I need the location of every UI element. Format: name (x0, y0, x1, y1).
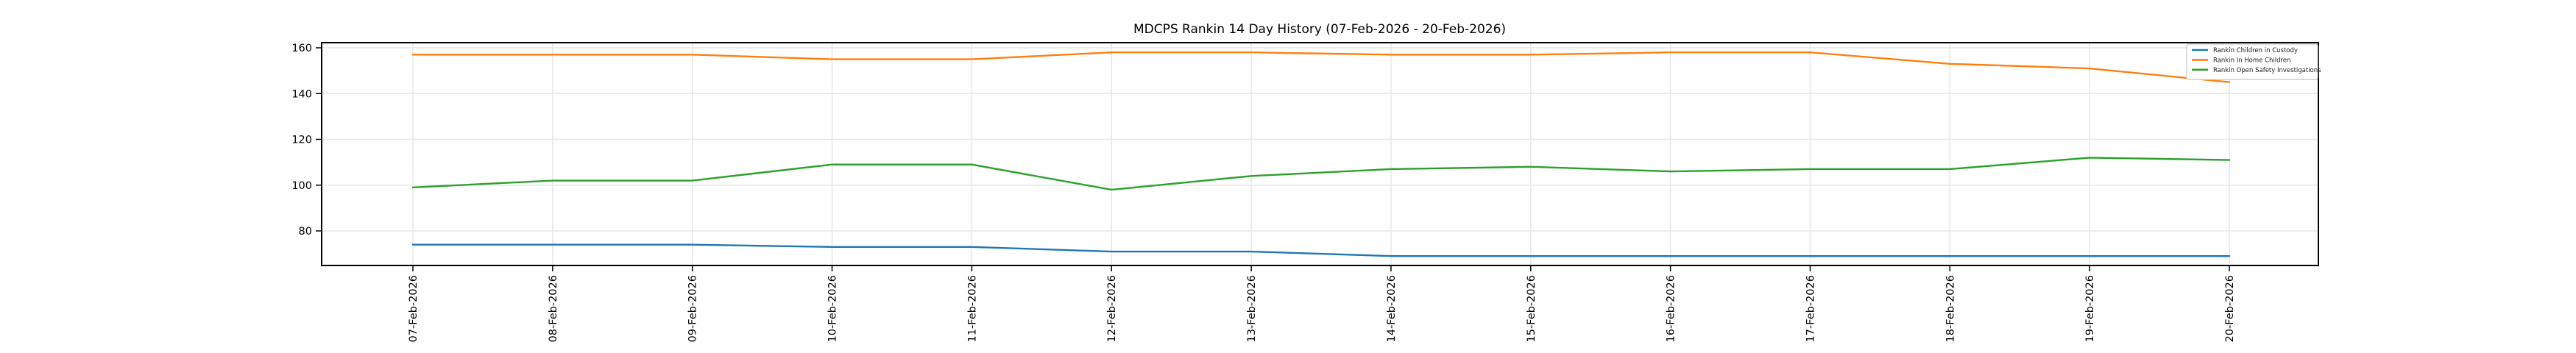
x-tick-label: 09-Feb-2026 (687, 275, 699, 343)
legend-label-0: Rankin Children in Custody (2213, 47, 2298, 54)
x-tick-label: 18-Feb-2026 (1945, 275, 1956, 343)
x-tick-label: 07-Feb-2026 (408, 275, 420, 343)
y-tick-label: 100 (291, 180, 312, 192)
tick-layer: 80 100 120 140 160 07-Feb-2026 08-Feb-2026 09-F… (291, 43, 2236, 343)
legend-label-1: Rankin In Home Children (2213, 57, 2290, 64)
x-tick-label: 08-Feb-2026 (548, 275, 559, 343)
series-line-0 (411, 243, 2231, 257)
chart-title: MDCPS Rankin 14 Day History (07-Feb-2026… (1133, 22, 1506, 37)
x-tick-label: 14-Feb-2026 (1386, 275, 1398, 343)
legend-box (2186, 43, 2318, 80)
x-tick-label: 16-Feb-2026 (1666, 275, 1677, 343)
series-line-2 (411, 157, 2231, 191)
grid-layer (322, 43, 2318, 265)
plot-area (321, 42, 2319, 266)
legend: Rankin Children in Custody Rankin In Home… (2186, 43, 2321, 80)
x-tick-label: 12-Feb-2026 (1106, 275, 1118, 343)
y-tick-label: 160 (291, 43, 312, 54)
y-tick-label: 80 (299, 226, 312, 238)
legend-label-2: Rankin Open Safety Investigations (2213, 67, 2321, 74)
series-line-1 (411, 51, 2231, 83)
x-tick-label: 19-Feb-2026 (2084, 275, 2096, 343)
y-tick-label: 140 (291, 88, 312, 100)
x-tick-label: 20-Feb-2026 (2224, 275, 2236, 343)
x-tick-label: 13-Feb-2026 (1246, 275, 1258, 343)
x-tick-label: 10-Feb-2026 (827, 275, 839, 343)
series-layer (411, 51, 2231, 257)
x-tick-label: 17-Feb-2026 (1805, 275, 1816, 343)
x-tick-label: 15-Feb-2026 (1526, 275, 1538, 343)
y-tick-label: 120 (291, 135, 312, 146)
axes-layer (321, 42, 2319, 266)
x-tick-label: 11-Feb-2026 (966, 275, 978, 343)
